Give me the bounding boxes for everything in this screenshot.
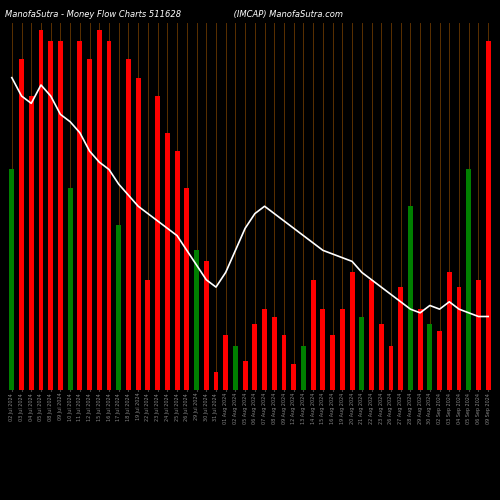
Bar [10, 170, 14, 390]
Bar [87, 59, 92, 390]
Bar [428, 324, 432, 390]
Bar [146, 280, 150, 390]
Bar [174, 151, 180, 390]
Bar [272, 316, 276, 390]
Bar [136, 78, 140, 390]
Bar [388, 346, 394, 390]
Bar [301, 346, 306, 390]
Bar [58, 41, 63, 390]
Bar [369, 280, 374, 390]
Text: ManofaSutra - Money Flow Charts 511628                    (IMCAP) ManofaSutra.co: ManofaSutra - Money Flow Charts 511628 (… [5, 10, 343, 19]
Bar [418, 309, 422, 390]
Bar [437, 331, 442, 390]
Bar [19, 59, 24, 390]
Bar [486, 41, 490, 390]
Bar [320, 309, 326, 390]
Bar [408, 206, 413, 390]
Bar [379, 324, 384, 390]
Bar [204, 262, 208, 390]
Bar [311, 280, 316, 390]
Bar [233, 346, 238, 390]
Bar [106, 41, 112, 390]
Bar [282, 335, 286, 390]
Bar [262, 309, 267, 390]
Bar [78, 41, 82, 390]
Bar [224, 335, 228, 390]
Bar [292, 364, 296, 390]
Bar [48, 41, 53, 390]
Bar [252, 324, 258, 390]
Bar [447, 272, 452, 390]
Bar [68, 188, 72, 390]
Bar [466, 170, 471, 390]
Bar [456, 287, 462, 390]
Bar [184, 188, 189, 390]
Bar [330, 335, 335, 390]
Bar [29, 96, 34, 390]
Bar [350, 272, 354, 390]
Bar [97, 30, 102, 390]
Bar [155, 96, 160, 390]
Bar [126, 59, 131, 390]
Bar [116, 224, 121, 390]
Bar [398, 287, 403, 390]
Bar [340, 309, 345, 390]
Bar [476, 280, 481, 390]
Bar [38, 30, 44, 390]
Bar [194, 250, 199, 390]
Bar [242, 360, 248, 390]
Bar [214, 372, 218, 390]
Bar [360, 316, 364, 390]
Bar [165, 132, 170, 390]
